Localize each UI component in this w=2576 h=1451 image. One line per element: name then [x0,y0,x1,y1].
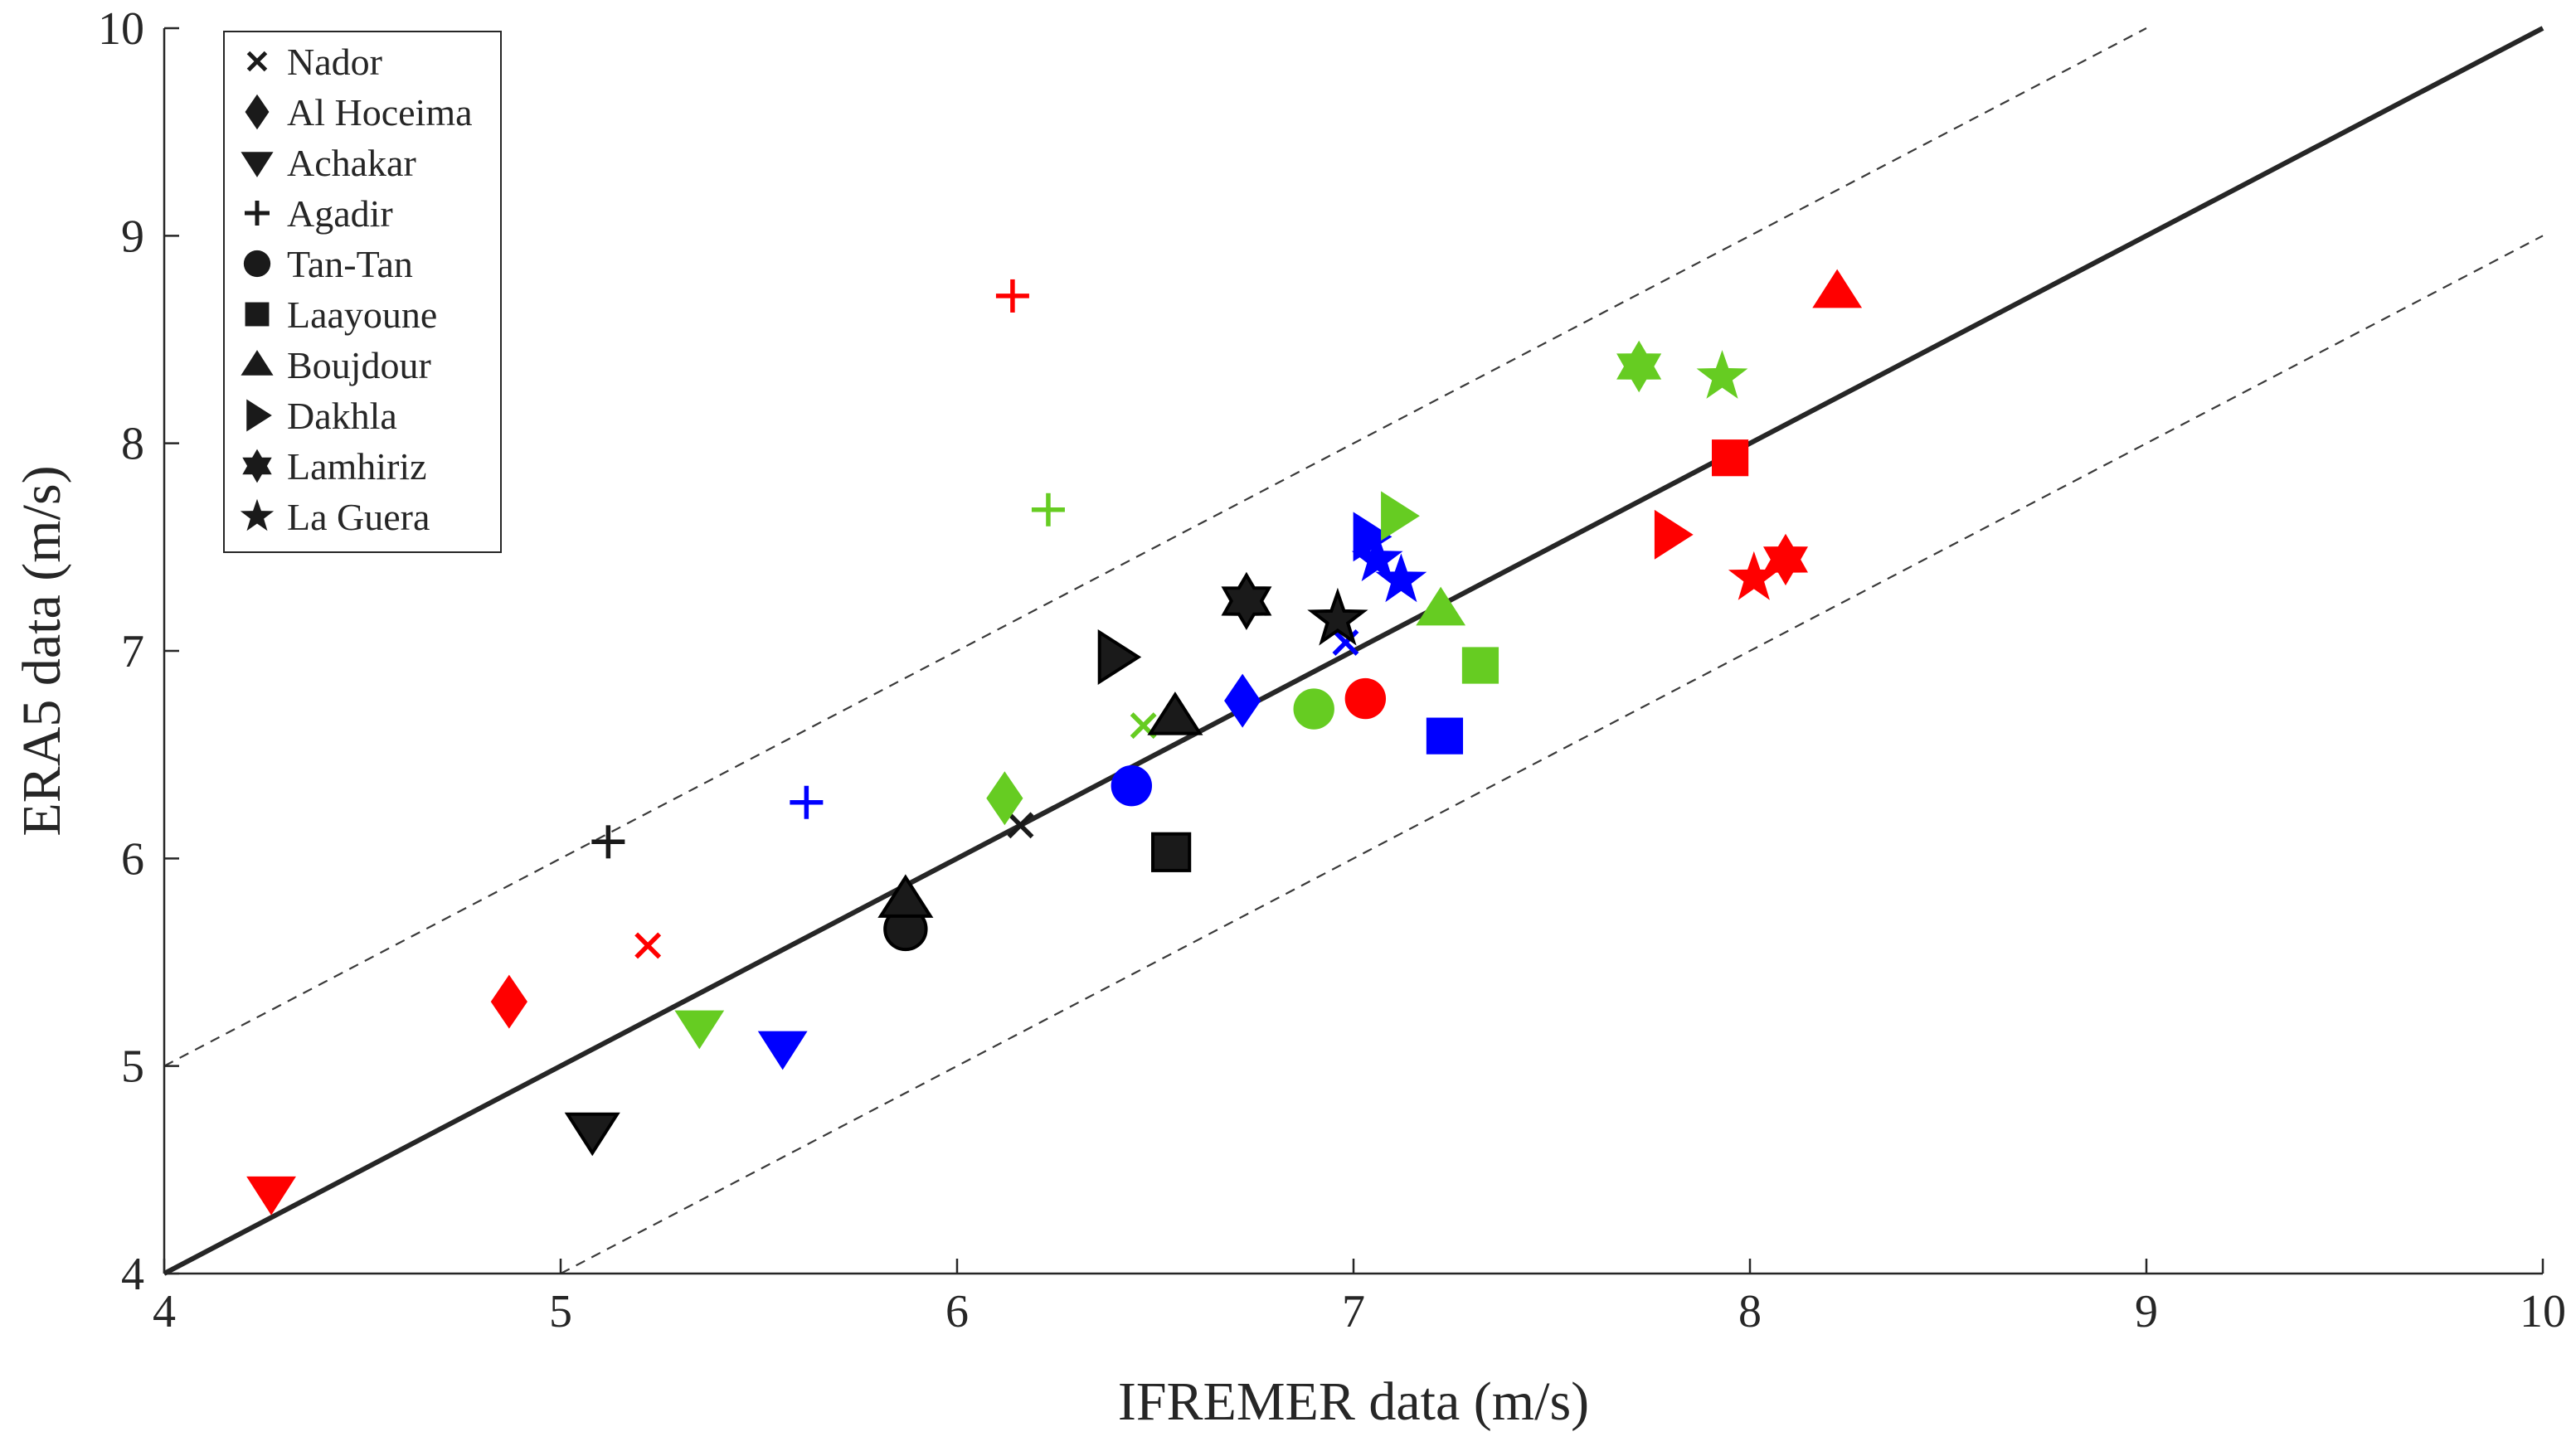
legend-marker-nador [246,51,268,72]
legend-marker-achakar [241,152,274,177]
legend-label: Al Hoceima [287,91,473,133]
data-point-agadir-red [995,279,1029,313]
y-tick-label: 7 [121,626,144,677]
x-tick-label: 4 [153,1286,176,1337]
legend-marker-boujdour [241,350,274,376]
data-point-achakar-black [564,1112,620,1157]
data-point-la-guera-black [1307,587,1368,646]
legend-marker-la-guera [240,498,275,531]
x-tick-label: 9 [2135,1286,2158,1337]
data-point-al-hoceima-blue [1224,673,1261,728]
legend-marker-lamhiriz [242,449,272,483]
x-tick-label: 10 [2520,1286,2566,1337]
data-point-achakar-blue [757,1031,808,1070]
legend-marker-laayoune [245,302,270,327]
legend-label: Tan-Tan [287,243,413,285]
data-point-laayoune-black [1151,832,1192,872]
y-tick-label: 6 [121,833,144,885]
x-axis-label: IFREMER data (m/s) [1118,1371,1589,1432]
data-point-laayoune-blue [1426,717,1464,755]
y-tick-label: 5 [121,1041,144,1093]
legend-marker-agadir [245,201,270,226]
legend-label: Nador [287,41,382,83]
data-point-lamhiriz-green [1616,340,1662,393]
data-point-la-guera-blue [1375,553,1427,603]
x-tick-label: 5 [549,1286,572,1337]
legend-marker-al-hoceima [245,94,270,130]
legend: Nador Al Hoceima Achakar Agadir Tan-Tan Laayo… [223,31,502,553]
legend-label: Agadir [287,192,393,235]
legend-label: Dakhla [287,395,397,437]
data-point-boujdour-black [877,874,934,918]
data-point-lamhiriz-black [1221,571,1272,631]
dashed-bound-line [163,27,2147,1067]
legend-marker-tan-tan [243,250,271,278]
data-point-tan-tan-green [1293,688,1334,730]
data-point-dakhla-blue [1353,512,1392,562]
data-point-lamhiriz-red [1763,533,1808,586]
data-point-dakhla-red [1654,509,1694,560]
data-point-laayoune-red [1712,439,1749,477]
data-point-agadir-black [591,825,625,859]
legend-label: La Guera [287,496,430,538]
legend-box [223,31,502,553]
y-tick-label: 10 [98,3,144,55]
data-points [246,269,1863,1216]
y-axis-label: ERA5 data (m/s) [12,465,72,836]
legend-marker-dakhla [246,399,272,432]
data-point-achakar-green [674,1010,725,1050]
data-point-la-guera-red [1728,551,1780,600]
legend-label: Lamhiriz [287,445,427,488]
x-tick-label: 7 [1342,1286,1365,1337]
data-point-la-guera-blue [1351,532,1403,582]
data-point-boujdour-red [1812,269,1863,308]
dashed-bound-line [560,235,2544,1274]
data-point-tan-tan-red [1344,677,1387,720]
legend-label: Boujdour [287,344,431,386]
data-point-nador-red [634,932,662,959]
y-tick-label: 4 [121,1249,144,1300]
data-point-al-hoceima-green [986,771,1023,826]
data-point-boujdour-black [1147,692,1203,735]
data-point-agadir-blue [790,785,824,819]
data-point-boujdour-green [1416,586,1466,626]
data-point-nador-blue [1332,629,1359,656]
y-tick-label: 8 [121,419,144,470]
data-point-achakar-red [246,1176,296,1216]
data-point-tan-tan-blue [1111,765,1153,807]
data-point-la-guera-green [1696,350,1748,399]
tick-labels: 4 5 6 7 8 9 10 4 5 6 7 8 9 10 [98,3,2566,1337]
data-point-dakhla-green [1381,491,1420,541]
data-point-agadir-green [1031,493,1065,527]
x-tick-label: 8 [1738,1286,1762,1337]
data-point-al-hoceima-red [490,974,527,1029]
x-tick-label: 6 [945,1286,969,1337]
data-point-laayoune-green [1461,647,1499,684]
legend-label: Laayoune [287,294,437,336]
legend-label: Achakar [287,142,416,184]
y-tick-label: 9 [121,211,144,262]
data-point-nador-black [1007,812,1034,839]
data-point-dakhla-black [1097,628,1142,686]
